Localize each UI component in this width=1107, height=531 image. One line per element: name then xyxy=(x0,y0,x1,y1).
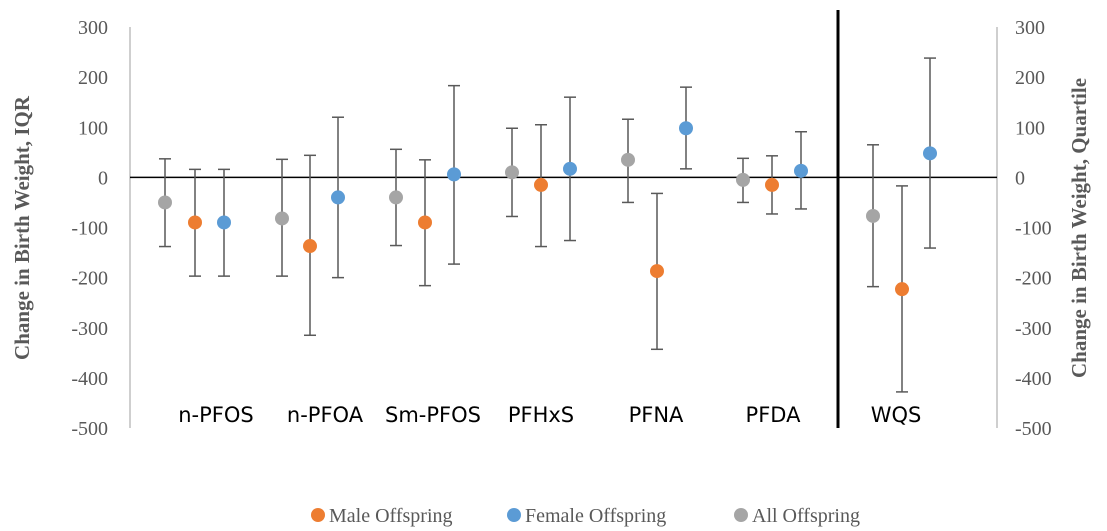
data-point xyxy=(794,163,808,178)
data-point xyxy=(765,177,779,192)
data-point xyxy=(303,239,317,254)
legend-marker xyxy=(734,508,748,522)
data-point xyxy=(217,215,231,230)
y-tick-label-left: 0 xyxy=(98,167,108,189)
category-label: PFDA xyxy=(746,403,802,427)
y-tick-label-right: -100 xyxy=(1015,218,1052,240)
category-label: Sm-PFOS xyxy=(385,403,481,427)
y-tick-label-left: 200 xyxy=(78,67,108,89)
data-point xyxy=(736,172,750,187)
y-tick-label-left: -400 xyxy=(71,368,108,390)
data-point xyxy=(275,211,289,226)
data-points xyxy=(158,121,937,297)
data-point xyxy=(650,264,664,279)
y-tick-label-left: -300 xyxy=(71,318,108,340)
y-tick-label-left: 100 xyxy=(78,117,108,139)
data-point xyxy=(447,167,461,182)
data-point xyxy=(923,146,937,161)
category-label: n-PFOS xyxy=(178,403,254,427)
data-point xyxy=(679,121,693,136)
y-tick-label-right: -300 xyxy=(1015,318,1052,340)
y-tick-label-left: -100 xyxy=(71,218,108,240)
data-point xyxy=(505,165,519,180)
legend-label: Female Offspring xyxy=(525,505,666,527)
data-point xyxy=(563,161,577,176)
tick-labels: 300 300 200 200 100 100 0 0 -100 -100 -200 -200 -300… xyxy=(71,17,1051,440)
data-point xyxy=(621,152,635,167)
category-label: n-PFOA xyxy=(287,403,364,427)
data-point xyxy=(418,215,432,230)
y-tick-label-right: -200 xyxy=(1015,268,1052,290)
y-tick-label-right: 200 xyxy=(1015,67,1045,89)
y-tick-label-right: -500 xyxy=(1015,418,1052,440)
legend: Male Offspring Female Offspring All Offspr… xyxy=(311,505,860,527)
y-tick-label-right: 100 xyxy=(1015,117,1045,139)
y-tick-label-left: -200 xyxy=(71,268,108,290)
data-point xyxy=(188,215,202,230)
data-point xyxy=(534,177,548,192)
legend-label: Male Offspring xyxy=(329,505,453,527)
data-point xyxy=(389,190,403,205)
y-axis-title-left: Change in Birth Weight, IQR xyxy=(10,95,34,360)
y-tick-label-left: 300 xyxy=(78,17,108,39)
category-labels: n-PFOS n-PFOA Sm-PFOS PFHxS PFNA PFDA WQS xyxy=(178,403,921,427)
y-axis-title-right: Change in Birth Weight, Quartile xyxy=(1067,78,1091,378)
category-label: WQS xyxy=(871,403,922,427)
y-tick-label-right: -400 xyxy=(1015,368,1052,390)
legend-marker xyxy=(507,508,521,522)
axes xyxy=(129,10,998,428)
category-label: PFNA xyxy=(629,403,684,427)
data-point xyxy=(331,190,345,205)
y-tick-label-right: 0 xyxy=(1015,167,1025,189)
data-point xyxy=(158,195,172,210)
data-point xyxy=(866,208,880,223)
legend-marker xyxy=(311,508,325,522)
data-point xyxy=(895,282,909,297)
error-bars xyxy=(159,57,936,393)
y-tick-label-left: -500 xyxy=(71,418,108,440)
legend-label: All Offspring xyxy=(752,505,860,527)
category-label: PFHxS xyxy=(508,403,574,427)
y-tick-label-right: 300 xyxy=(1015,17,1045,39)
